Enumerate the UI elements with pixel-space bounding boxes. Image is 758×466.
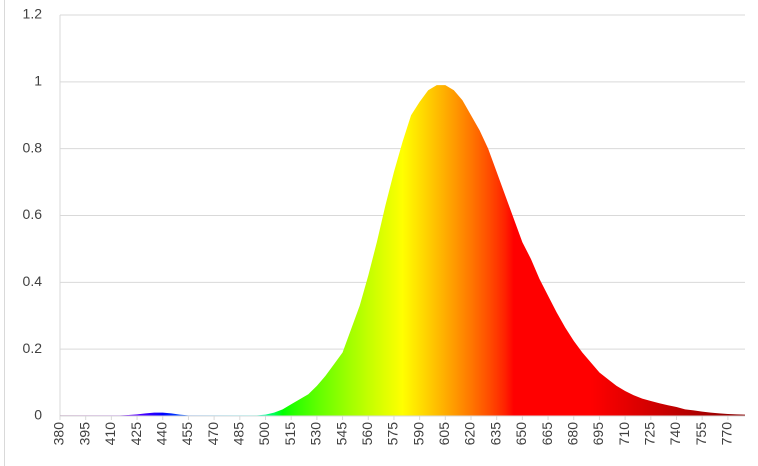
x-tick-label: 740 <box>667 422 683 446</box>
y-tick-label: 0.6 <box>23 206 43 222</box>
x-tick-label: 560 <box>359 422 375 446</box>
x-tick-label: 695 <box>590 422 606 446</box>
x-tick-label: 650 <box>513 422 529 446</box>
x-tick-label: 590 <box>410 422 426 446</box>
x-tick-label: 485 <box>231 422 247 446</box>
spectrum-area <box>60 85 745 417</box>
x-tick-label: 680 <box>564 422 580 446</box>
x-tick-label: 710 <box>616 422 632 446</box>
y-tick-label: 0.2 <box>23 340 43 356</box>
y-tick-label: 1.2 <box>23 6 43 22</box>
x-tick-label: 530 <box>308 422 324 446</box>
x-tick-label: 425 <box>128 422 144 446</box>
x-tick-label: 515 <box>282 422 298 446</box>
y-tick-label: 0.8 <box>23 139 43 155</box>
y-tick-label: 0 <box>34 407 42 423</box>
x-tick-label: 725 <box>642 422 658 446</box>
x-tick-label: 470 <box>205 422 221 446</box>
x-tick-label: 380 <box>51 422 67 446</box>
x-tick-label: 605 <box>436 422 452 446</box>
x-tick-label: 575 <box>385 422 401 446</box>
x-tick-label: 545 <box>333 422 349 446</box>
x-tick-label: 500 <box>256 422 272 446</box>
x-tick-label: 770 <box>719 422 735 446</box>
y-tick-label: 0.4 <box>23 273 43 289</box>
x-tick-label: 755 <box>693 422 709 446</box>
x-tick-label: 440 <box>153 422 169 446</box>
x-tick-label: 455 <box>179 422 195 446</box>
x-tick-label: 620 <box>462 422 478 446</box>
x-tick-label: 665 <box>539 422 555 446</box>
x-tick-label: 395 <box>76 422 92 446</box>
y-tick-label: 1 <box>34 73 42 89</box>
x-tick-label: 635 <box>487 422 503 446</box>
x-tick-label: 410 <box>102 422 118 446</box>
